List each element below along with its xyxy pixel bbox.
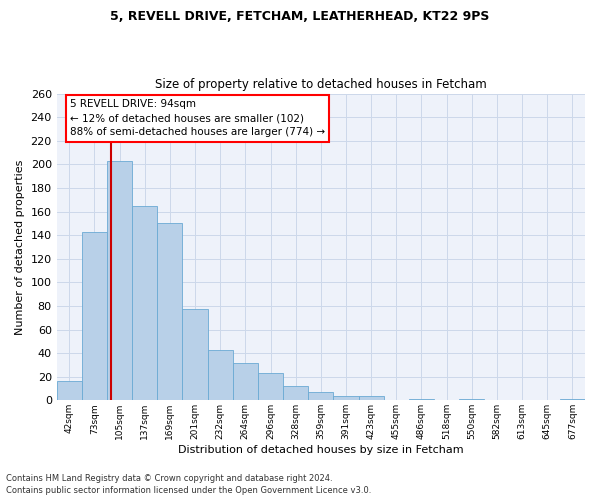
Bar (182, 310, 208, 400)
Bar (359, 396, 384, 400)
Bar (233, 362, 258, 401)
X-axis label: Distribution of detached houses by size in Fetcham: Distribution of detached houses by size … (178, 445, 464, 455)
Bar (459, 399, 484, 400)
Bar (258, 373, 283, 400)
Bar (283, 386, 308, 400)
Text: Contains HM Land Registry data © Crown copyright and database right 2024.
Contai: Contains HM Land Registry data © Crown c… (6, 474, 371, 495)
Bar (157, 224, 182, 400)
Bar (409, 399, 434, 400)
Bar (107, 161, 132, 400)
Title: Size of property relative to detached houses in Fetcham: Size of property relative to detached ho… (155, 78, 487, 91)
Text: 5 REVELL DRIVE: 94sqm
← 12% of detached houses are smaller (102)
88% of semi-det: 5 REVELL DRIVE: 94sqm ← 12% of detached … (70, 100, 325, 138)
Y-axis label: Number of detached properties: Number of detached properties (15, 159, 25, 334)
Bar (334, 396, 359, 400)
Bar (560, 399, 585, 400)
Bar (82, 232, 107, 400)
Bar (308, 392, 334, 400)
Bar (132, 206, 157, 400)
Bar (208, 350, 233, 401)
Bar (56, 382, 82, 400)
Text: 5, REVELL DRIVE, FETCHAM, LEATHERHEAD, KT22 9PS: 5, REVELL DRIVE, FETCHAM, LEATHERHEAD, K… (110, 10, 490, 23)
